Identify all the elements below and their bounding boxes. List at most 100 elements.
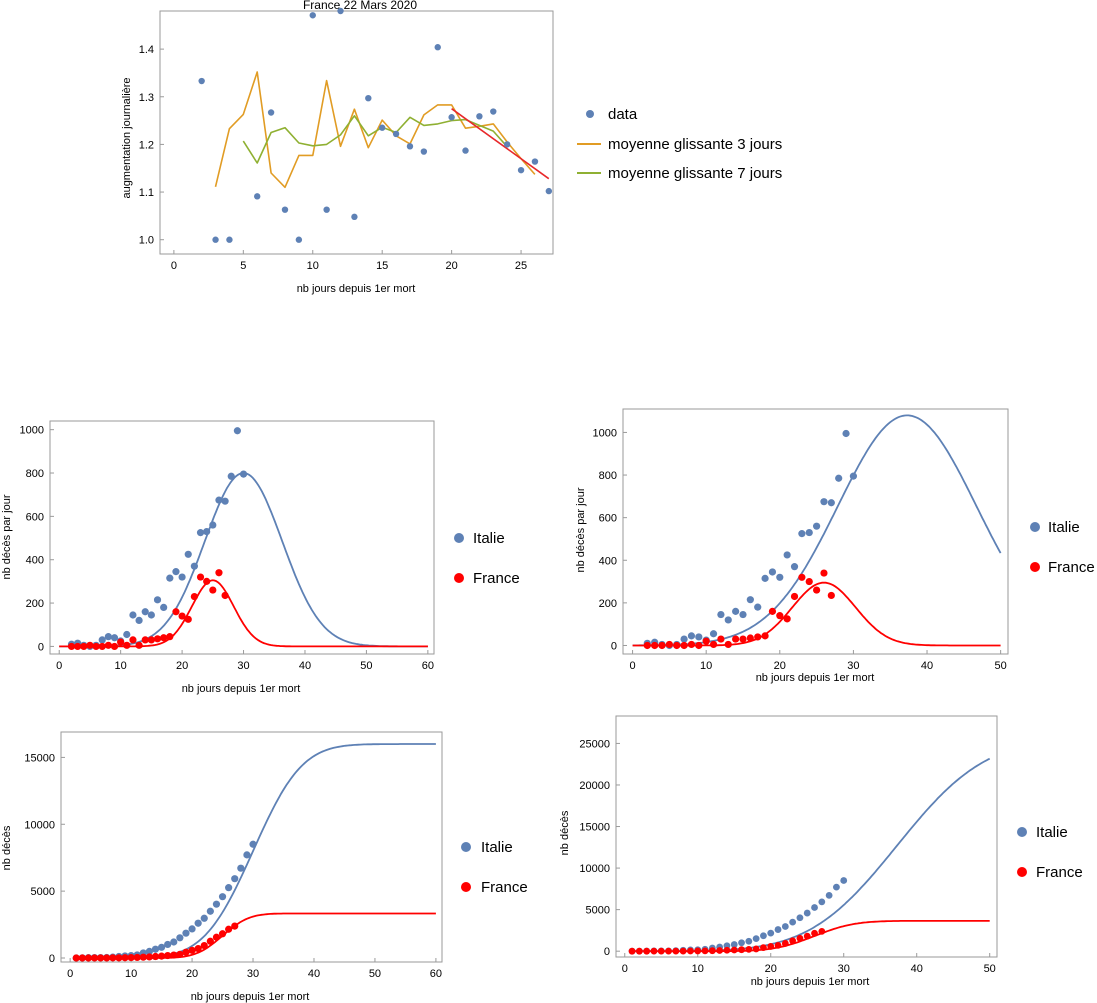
x-tick-label: 30 [847, 660, 859, 672]
legend-label-data: data [608, 106, 638, 123]
data-point-data [337, 7, 344, 15]
fit-curve-france-fit [59, 579, 428, 648]
x-axis-label: nb jours depuis 1er mort [756, 672, 875, 684]
data-point-italie [746, 596, 754, 604]
data-point-france [702, 637, 710, 645]
fit-curves [632, 757, 991, 953]
data-point-france [153, 635, 162, 643]
data-point-france [157, 952, 166, 960]
data-point-italie [196, 529, 205, 537]
data-point-france [796, 934, 804, 942]
data-point-italie [172, 568, 180, 576]
chart-cumulative-deaths-60-days: 0 10 20 30 40 50 60 0 5000 10000 15000 nb jours d… [1, 731, 528, 1003]
x-tick-label: 50 [995, 660, 1007, 672]
data-point-italie [218, 893, 227, 901]
data-point-italie [145, 947, 153, 955]
y-tick-label: 800 [26, 468, 44, 480]
data-point-france [141, 636, 149, 644]
data-point-france [178, 612, 186, 620]
data-point-italie [178, 573, 186, 581]
plot-frame [615, 715, 998, 958]
data-point-italie [243, 851, 251, 859]
data-point-data [503, 141, 511, 148]
x-tick-label: 50 [369, 968, 381, 980]
data-point-data [212, 236, 219, 243]
x-axis-label: nb jours depuis 1er mort [191, 991, 310, 1003]
data-point-italie [767, 929, 775, 937]
x-tick-label: 15 [376, 260, 388, 272]
data-point-italie [190, 562, 198, 570]
data-point-france [774, 941, 782, 949]
data-point-france [781, 940, 789, 947]
legend-marker-italie [1017, 827, 1027, 837]
legend-label-italie: Italie [481, 839, 513, 856]
data-point-france [818, 927, 826, 935]
data-point-france [151, 952, 160, 961]
legend-marker-italie [461, 842, 471, 852]
data-point-france [673, 641, 681, 650]
data-point-italie [789, 918, 797, 926]
y-tick-label: 400 [599, 555, 617, 567]
chart-daily-increase-france: France 22 Mars 2020 0 5 10 15 20 25 1.0 1.1 1.2… [121, 0, 782, 295]
data-point-italie [98, 636, 106, 644]
data-point-france [225, 925, 233, 933]
data-point-france [695, 641, 703, 650]
data-point-italie [803, 909, 811, 917]
data-point-france [215, 569, 223, 577]
data-point-france [745, 945, 753, 953]
data-point-france [129, 636, 137, 644]
data-point-france [657, 947, 665, 955]
legend-marker-france [461, 882, 471, 892]
data-point-italie [781, 923, 789, 930]
data-point-france [739, 635, 747, 643]
data-point-france [803, 932, 811, 940]
data-point-data [295, 236, 303, 243]
data-point-france [221, 591, 229, 600]
x-tick-label: 0 [67, 968, 73, 980]
data-point-france [767, 943, 775, 950]
x-tick-label: 40 [911, 963, 923, 975]
data-point-france [761, 632, 769, 640]
data-point-italie [738, 939, 745, 947]
x-tick-label: 0 [630, 660, 636, 672]
data-point-italie [813, 522, 821, 530]
data-point-italie [724, 616, 732, 624]
data-point-italie [151, 945, 160, 953]
fit-curve-italie-fit [632, 757, 991, 953]
data-point-data [462, 147, 469, 154]
data-point-data [490, 108, 497, 115]
data-point-france [80, 642, 88, 651]
data-point-france [194, 945, 202, 953]
y-tick-label: 15000 [579, 822, 610, 834]
data-point-france [790, 592, 799, 601]
data-point-data [545, 187, 553, 195]
data-point-france [203, 577, 211, 585]
y-axis-label: nb décès [559, 810, 571, 855]
data-point-france [723, 946, 731, 954]
data-point-italie [166, 574, 174, 582]
data-point-data [392, 130, 400, 138]
series-points [628, 877, 848, 955]
data-point-italie [135, 616, 143, 625]
data-point-france [635, 947, 643, 955]
data-point-france [139, 953, 147, 961]
x-tick-label: 10 [115, 660, 127, 672]
y-axis-label: nb décès par jour [575, 487, 587, 572]
chart-daily-deaths-50-days: 0 10 20 30 40 50 0 200 400 600 800 1000 nb jours d… [575, 408, 1095, 684]
x-tick-label: 0 [171, 260, 177, 272]
data-point-data [254, 193, 261, 200]
data-point-data [198, 77, 205, 85]
data-point-france [90, 954, 99, 962]
data-point-france [813, 586, 821, 594]
y-tick-label: 0 [604, 946, 610, 958]
data-point-data [351, 213, 358, 221]
data-point-data [378, 124, 386, 131]
chart-title: France 22 Mars 2020 [303, 0, 417, 12]
data-point-italie [104, 633, 112, 641]
legend-marker-italie [1030, 522, 1040, 532]
data-point-france [231, 922, 239, 930]
plot-frame [49, 420, 435, 655]
data-point-italie [129, 611, 137, 619]
y-tick-label: 1.0 [139, 235, 154, 247]
data-point-france [86, 641, 94, 649]
